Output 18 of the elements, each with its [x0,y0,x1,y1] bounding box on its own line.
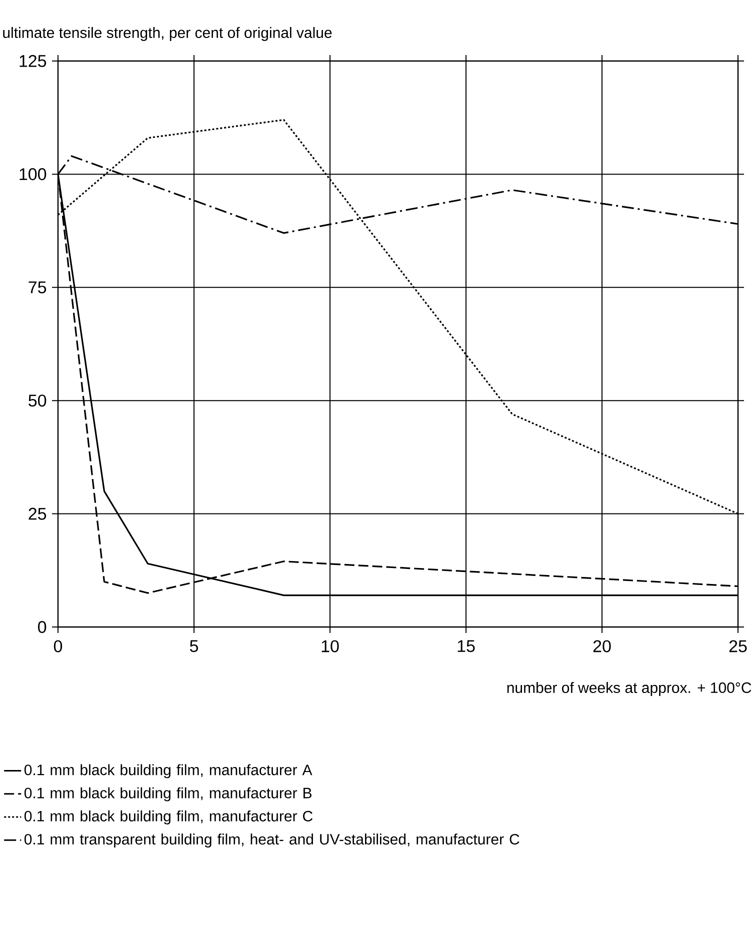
legend-label: 0.1 mm transparent building film, heat- and UV-stabilised, manufacturer C [24,834,520,848]
x-tick-label: 20 [593,640,611,652]
legend-label: 0.1 mm black building film, manufacturer B [24,787,312,802]
y-tick-label: 100 [20,168,46,180]
y-tick-label: 25 [28,508,46,520]
y-tick-label: 0 [38,620,46,634]
x-axis-title: number of weeks at approx. + 100°C [507,682,752,696]
y-axis-title: ultimate tensile strength, per cent of original value [3,26,332,41]
x-tick-label: 25 [729,640,747,652]
y-tick-label: 75 [28,281,46,294]
x-tick-label: 5 [190,640,198,652]
x-tick-label: 0 [54,640,62,652]
x-tick-label: 15 [458,640,475,652]
legend-label: 0.1 mm black building film, manufacturer A [24,764,312,778]
y-tick-label: 125 [20,54,46,68]
x-tick-label: 10 [322,640,339,652]
legend-label: 0.1 mm black building film, manufacturer C [24,810,313,824]
y-tick-label: 50 [28,394,46,407]
